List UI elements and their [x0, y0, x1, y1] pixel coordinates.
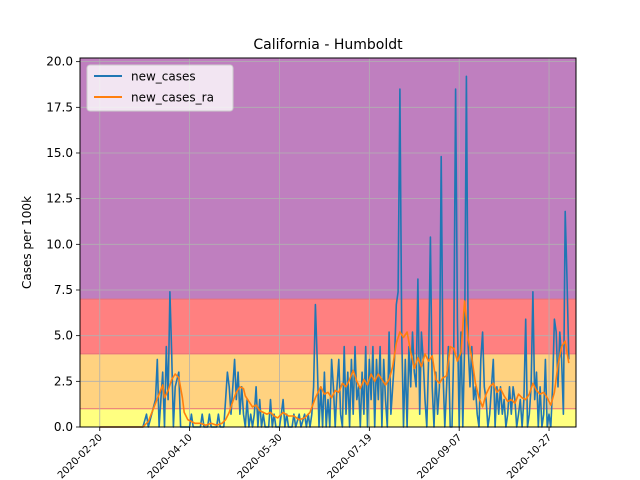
band-2: [80, 299, 576, 354]
x-axis: 2020-02-20 2020-04-10 2020-05-30 2020-07-19…: [56, 427, 554, 480]
x-tick-label: 2020-05-30: [236, 432, 285, 480]
y-axis: 0.0 2.5 5.0 7.5 10.0 12.5 15.0 17.5 20.0: [46, 55, 80, 434]
x-tick-label: 2020-04-10: [146, 432, 195, 480]
y-tick-label: 17.5: [46, 100, 73, 114]
series-lines: [99, 75, 570, 428]
y-axis-label: Cases per 100k: [20, 196, 34, 289]
legend-label-new-cases: new_cases: [131, 70, 196, 84]
y-tick-label: 12.5: [46, 192, 73, 206]
y-tick-label: 20.0: [46, 55, 73, 69]
y-tick-label: 7.5: [54, 283, 73, 297]
plot-frame: [79, 57, 577, 428]
legend-label-new-cases-ra: new_cases_ra: [131, 91, 214, 105]
x-tick-label: 2020-02-20: [56, 432, 105, 480]
y-tick-label: 5.0: [54, 329, 73, 343]
legend: new_cases new_cases_ra: [86, 64, 234, 112]
chart-title: California - Humboldt: [253, 37, 403, 53]
series-line-new-cases-ra: [99, 300, 570, 428]
x-tick-label: 2020-09-07: [415, 432, 464, 480]
y-tick-label: 15.0: [46, 146, 73, 160]
legend-box: [86, 64, 234, 112]
y-tick-label: 2.5: [54, 374, 73, 388]
y-tick-label: 10.0: [46, 237, 73, 251]
threshold-bands: [80, 58, 576, 427]
x-tick-label: 2020-10-27: [505, 432, 554, 480]
series-line-new-cases: [99, 75, 570, 428]
y-tick-label: 0.0: [54, 420, 73, 434]
x-tick-label: 2020-07-19: [326, 432, 375, 480]
